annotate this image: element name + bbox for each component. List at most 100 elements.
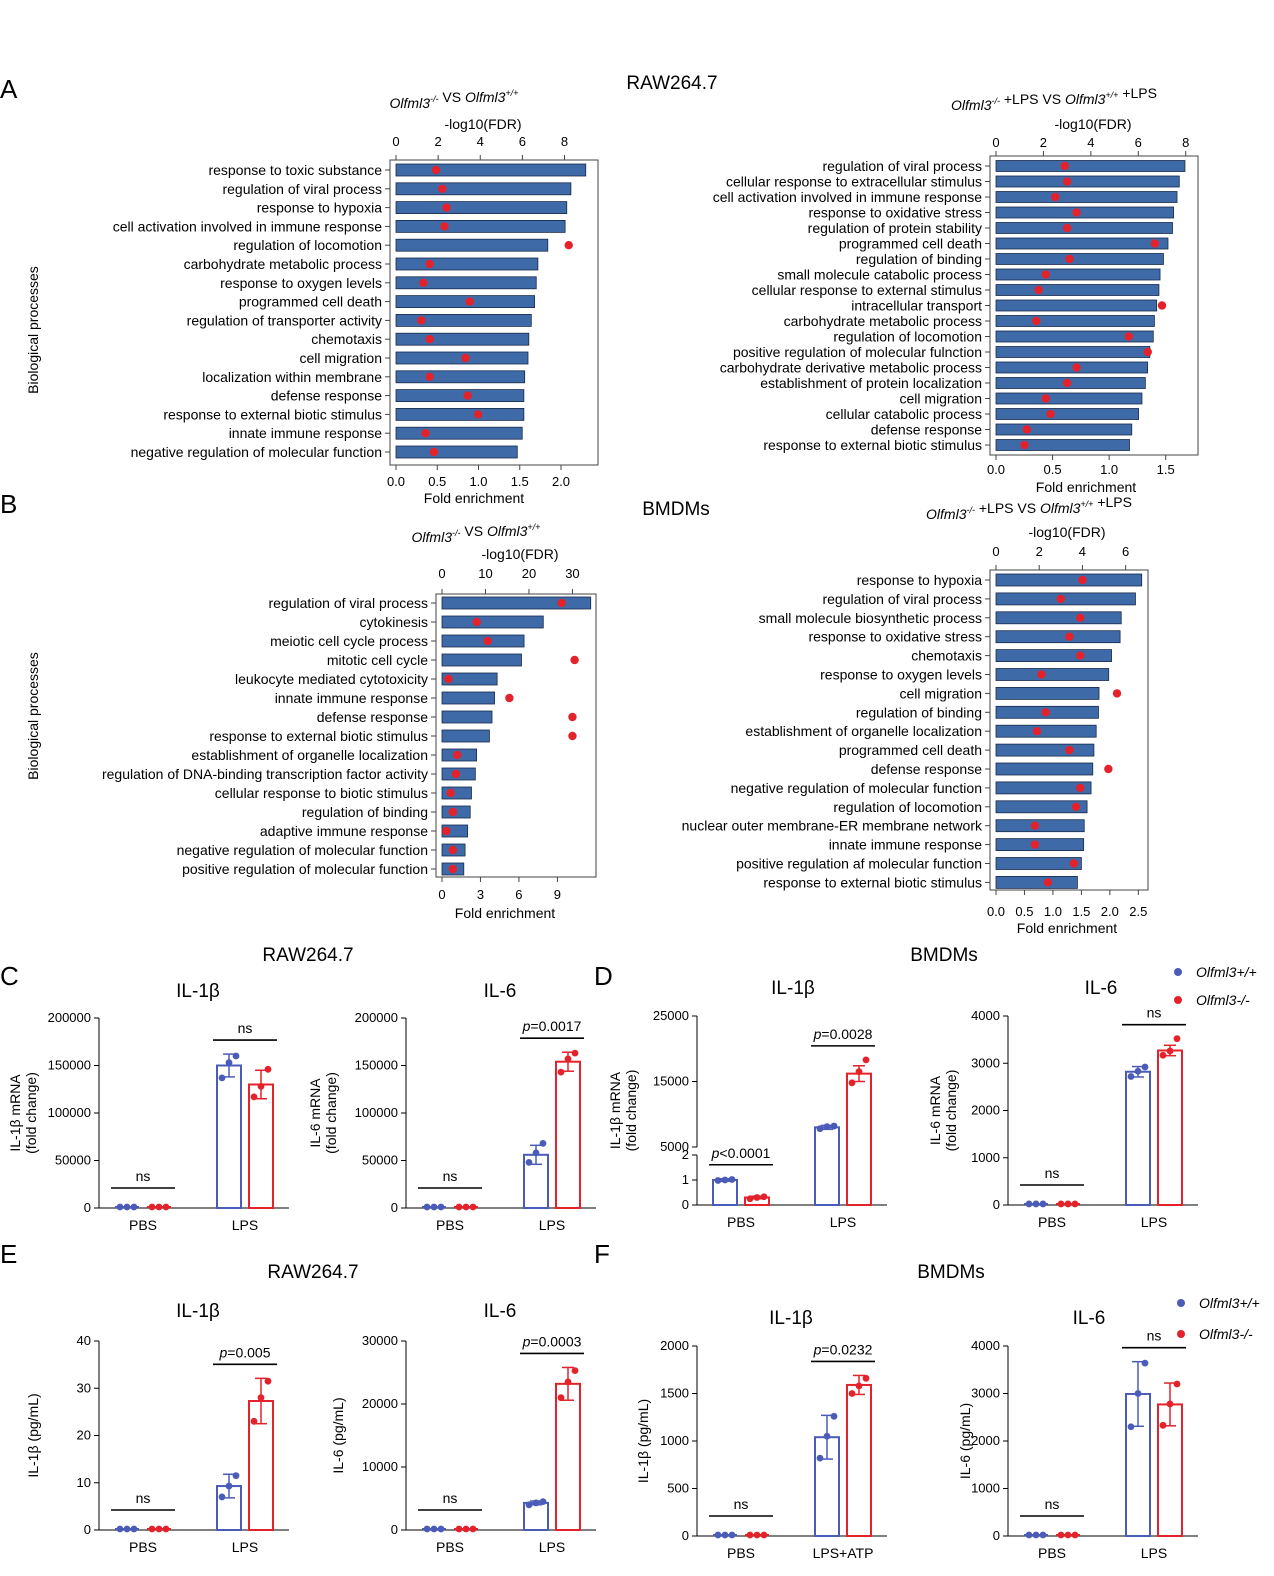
category-label: intracellular transport <box>851 298 982 314</box>
enrichment-bar <box>995 668 1110 681</box>
data-point <box>862 1374 870 1382</box>
fdr-dot <box>1065 254 1074 264</box>
chart-subtitle-gene: Olfml3 <box>1040 500 1081 516</box>
x-category-label: LPS <box>1141 1545 1167 1561</box>
y-tick-label: 100000 <box>48 1105 91 1120</box>
data-point <box>728 1176 736 1183</box>
data-point <box>250 1417 258 1425</box>
enrichment-bar <box>395 370 526 384</box>
data-point <box>155 1203 163 1211</box>
fdr-dot <box>425 335 434 344</box>
significance-value: ns <box>1045 1165 1060 1181</box>
category-label: response to external biotic stimulus <box>209 728 428 744</box>
x-category-label: PBS <box>436 1217 464 1233</box>
data-point <box>753 1531 761 1539</box>
x-category-label: LPS <box>830 1214 856 1230</box>
significance-label: ns <box>443 1490 458 1506</box>
data-point <box>1127 1423 1135 1431</box>
top-tick-label: 0 <box>392 134 399 149</box>
fdr-dot <box>505 693 514 703</box>
y-tick-label: 0 <box>682 1528 689 1543</box>
y-tick-label: 150000 <box>48 1058 91 1073</box>
significance-label: ns <box>1045 1165 1060 1181</box>
fdr-dot <box>421 429 430 438</box>
chart-subtitle: Olfml3-/- VS Olfml3+/+ <box>390 88 519 111</box>
category-label: response to external biotic stimulus <box>763 437 982 453</box>
enrichment-bar <box>995 573 1143 587</box>
data-point <box>1141 1359 1149 1367</box>
enrichment-bar <box>995 175 1180 188</box>
data-point <box>455 1525 463 1533</box>
bottom-tick-label: 1.5 <box>1157 462 1175 477</box>
bottom-tick-label: 1.0 <box>1100 462 1118 477</box>
data-point <box>462 1203 470 1211</box>
enrichment-bar <box>995 800 1088 814</box>
fdr-dot <box>1041 708 1050 717</box>
category-label: programmed cell death <box>839 742 982 758</box>
data-point <box>823 1432 831 1440</box>
enrichment-bar <box>995 724 1097 738</box>
y-axis-label: IL-1β (pg/mL) <box>25 1393 41 1477</box>
top-tick-label: 0 <box>992 135 999 150</box>
fdr-dot <box>1112 689 1122 698</box>
legend-label-wt: Olfml3+/+ <box>1196 964 1257 980</box>
top-tick-label: 6 <box>1135 135 1142 150</box>
data-point <box>148 1525 156 1533</box>
top-tick-label: 30 <box>565 566 579 581</box>
chart-title: IL-6 <box>484 1301 517 1322</box>
category-label: meiotic cell cycle process <box>270 633 428 649</box>
data-point <box>1159 1051 1167 1059</box>
data-point <box>116 1525 124 1533</box>
data-point <box>1159 1421 1167 1429</box>
y-axis-label-line: (fold change) <box>943 1070 959 1152</box>
data-point <box>816 1454 824 1462</box>
x-category-label: PBS <box>727 1214 755 1230</box>
significance-p: p <box>711 1145 720 1161</box>
fdr-dot <box>557 598 566 608</box>
y-axis-label: Biological processes <box>25 652 41 780</box>
chart-title: IL-6 <box>1073 1308 1106 1329</box>
chart-subtitle-genotype: +/+ <box>1105 90 1118 100</box>
category-label: response to oxygen levels <box>820 667 982 683</box>
data-point <box>557 1068 565 1076</box>
significance-p: p <box>522 1333 531 1349</box>
y-tick-label: 10000 <box>362 1459 398 1474</box>
significance-label: p=0.005 <box>218 1344 270 1360</box>
fdr-dot <box>1051 192 1060 202</box>
data-point <box>539 1498 547 1506</box>
enrichment-bar <box>995 299 1158 312</box>
category-label: innate immune response <box>275 690 429 706</box>
fdr-dot <box>448 845 458 855</box>
y-tick-label: 0 <box>682 1197 689 1212</box>
data-point <box>1134 1390 1142 1397</box>
bottom-tick-label: 0.5 <box>1044 462 1062 477</box>
category-label: establishment of organelle localization <box>191 747 428 763</box>
bottom-tick-label: 3 <box>477 887 484 902</box>
bar-chart-f2: 0 1000 2000 3000 4000 IL-6 IL-6 (pg/mL) PBS ns LP… <box>957 1308 1198 1561</box>
enrichment-bar <box>995 687 1100 700</box>
y-axis-label-line: IL-6 (pg/mL) <box>330 1397 346 1473</box>
enrichment-bar <box>995 268 1161 281</box>
y-tick-label: 0 <box>391 1200 398 1215</box>
y-tick-label: 200000 <box>48 1010 91 1025</box>
y-tick-label: 1000 <box>660 1433 689 1448</box>
category-label: cell migration <box>900 391 982 407</box>
data-point <box>1025 1531 1033 1539</box>
x-category-label: LPS <box>232 1217 258 1233</box>
top-axis-label: -log10(FDR) <box>1054 116 1131 132</box>
x-category-label: PBS <box>1038 1545 1066 1561</box>
fdr-dot <box>1124 332 1133 341</box>
bar-chart-f1: 0 500 1000 1500 2000 IL-1β IL-1β (pg/mL) PBS ns L… <box>635 1308 887 1561</box>
data-point <box>155 1525 163 1533</box>
data-point <box>830 1122 838 1130</box>
data-point <box>257 1083 265 1090</box>
fdr-dot <box>425 259 434 269</box>
legend-f: Olfml3+/+ Olfml3-/- <box>1177 1295 1260 1342</box>
data-point <box>1057 1531 1065 1539</box>
bottom-tick-label: 0.0 <box>987 462 1005 477</box>
data-point <box>437 1203 445 1211</box>
significance-value: ns <box>734 1496 749 1512</box>
significance-value: =0.005 <box>227 1344 270 1360</box>
fdr-dot <box>568 731 577 741</box>
significance-label: p=0.0028 <box>813 1026 873 1042</box>
